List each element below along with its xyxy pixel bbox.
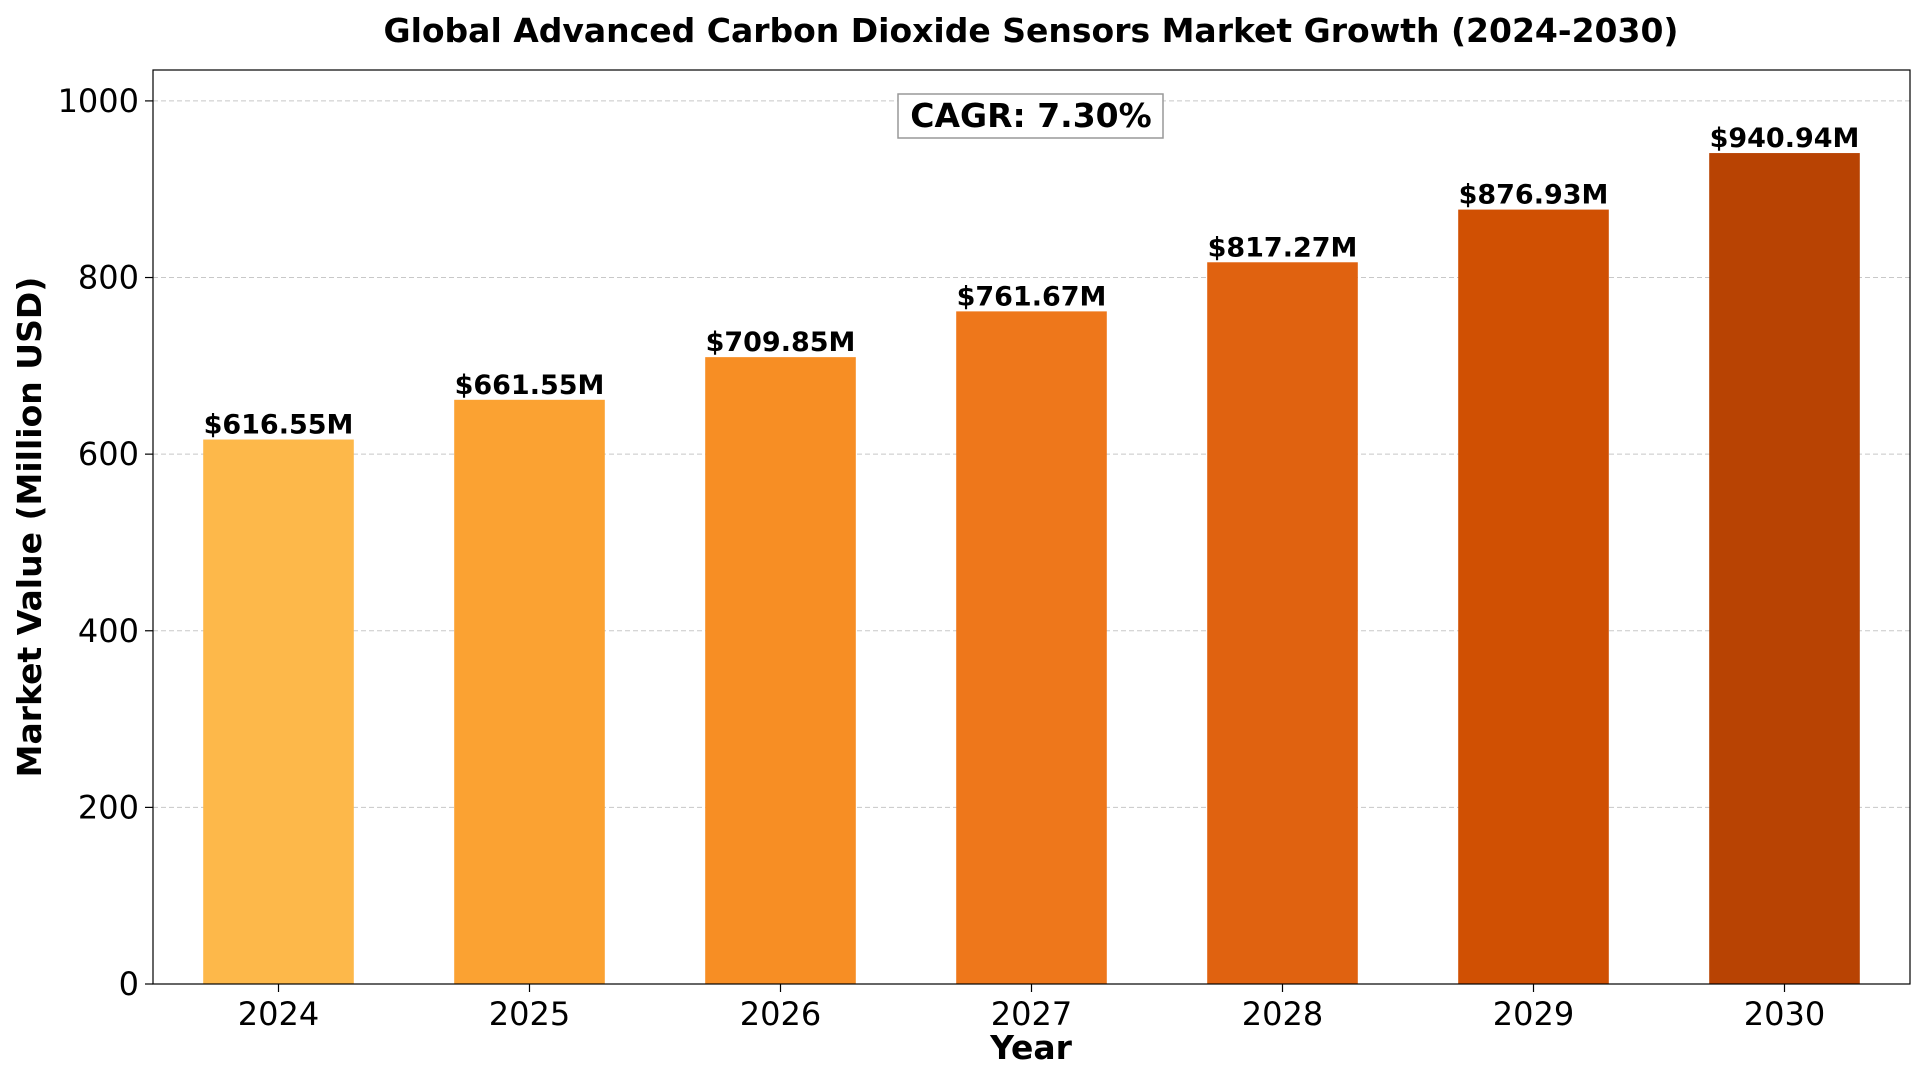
x-axis-label: Year bbox=[989, 1028, 1073, 1067]
bar-2024 bbox=[203, 439, 354, 984]
data-label-2025: $661.55M bbox=[455, 370, 605, 401]
y-tick-label: 600 bbox=[78, 435, 139, 473]
bar-2029 bbox=[1458, 209, 1609, 984]
data-label-2029: $876.93M bbox=[1459, 180, 1609, 211]
chart-title: Global Advanced Carbon Dioxide Sensors M… bbox=[383, 11, 1678, 50]
y-axis-ticks: 0 200 400 600 800 1000 bbox=[58, 82, 153, 1003]
bars bbox=[203, 153, 1860, 985]
y-tick-label: 0 bbox=[119, 965, 139, 1003]
x-tick-label-2026: 2026 bbox=[740, 995, 821, 1033]
bar-2026 bbox=[705, 357, 856, 984]
cagr-text: CAGR: 7.30% bbox=[910, 96, 1151, 135]
y-tick-label: 400 bbox=[78, 612, 139, 650]
cagr-annotation: CAGR: 7.30% bbox=[897, 93, 1164, 139]
data-label-2030: $940.94M bbox=[1710, 123, 1860, 154]
data-label-2028: $817.27M bbox=[1208, 232, 1358, 263]
data-label-2027: $761.67M bbox=[957, 281, 1107, 312]
bar-2025 bbox=[454, 399, 605, 984]
data-labels: $616.55M $661.55M $709.85M $761.67M $817.27M… bbox=[204, 123, 1860, 440]
y-tick-label: 1000 bbox=[58, 82, 139, 120]
cagr-box bbox=[897, 93, 1164, 139]
y-tick-label: 200 bbox=[78, 788, 139, 826]
x-tick-label-2030: 2030 bbox=[1744, 995, 1825, 1033]
y-axis-label: Market Value (Million USD) bbox=[10, 277, 49, 778]
bar-2030 bbox=[1709, 153, 1860, 985]
data-label-2024: $616.55M bbox=[204, 410, 354, 441]
x-tick-label-2025: 2025 bbox=[489, 995, 570, 1033]
x-tick-label-2028: 2028 bbox=[1242, 995, 1323, 1033]
x-tick-label-2027: 2027 bbox=[991, 995, 1072, 1033]
x-tick-label-2024: 2024 bbox=[238, 995, 319, 1033]
bar-2028 bbox=[1207, 262, 1358, 984]
x-axis-ticks: 2024 2025 2026 2027 2028 2029 2030 bbox=[238, 984, 1825, 1033]
data-label-2026: $709.85M bbox=[706, 327, 856, 358]
y-tick-label: 800 bbox=[78, 259, 139, 297]
x-tick-label-2029: 2029 bbox=[1493, 995, 1574, 1033]
bar-2027 bbox=[956, 311, 1107, 984]
